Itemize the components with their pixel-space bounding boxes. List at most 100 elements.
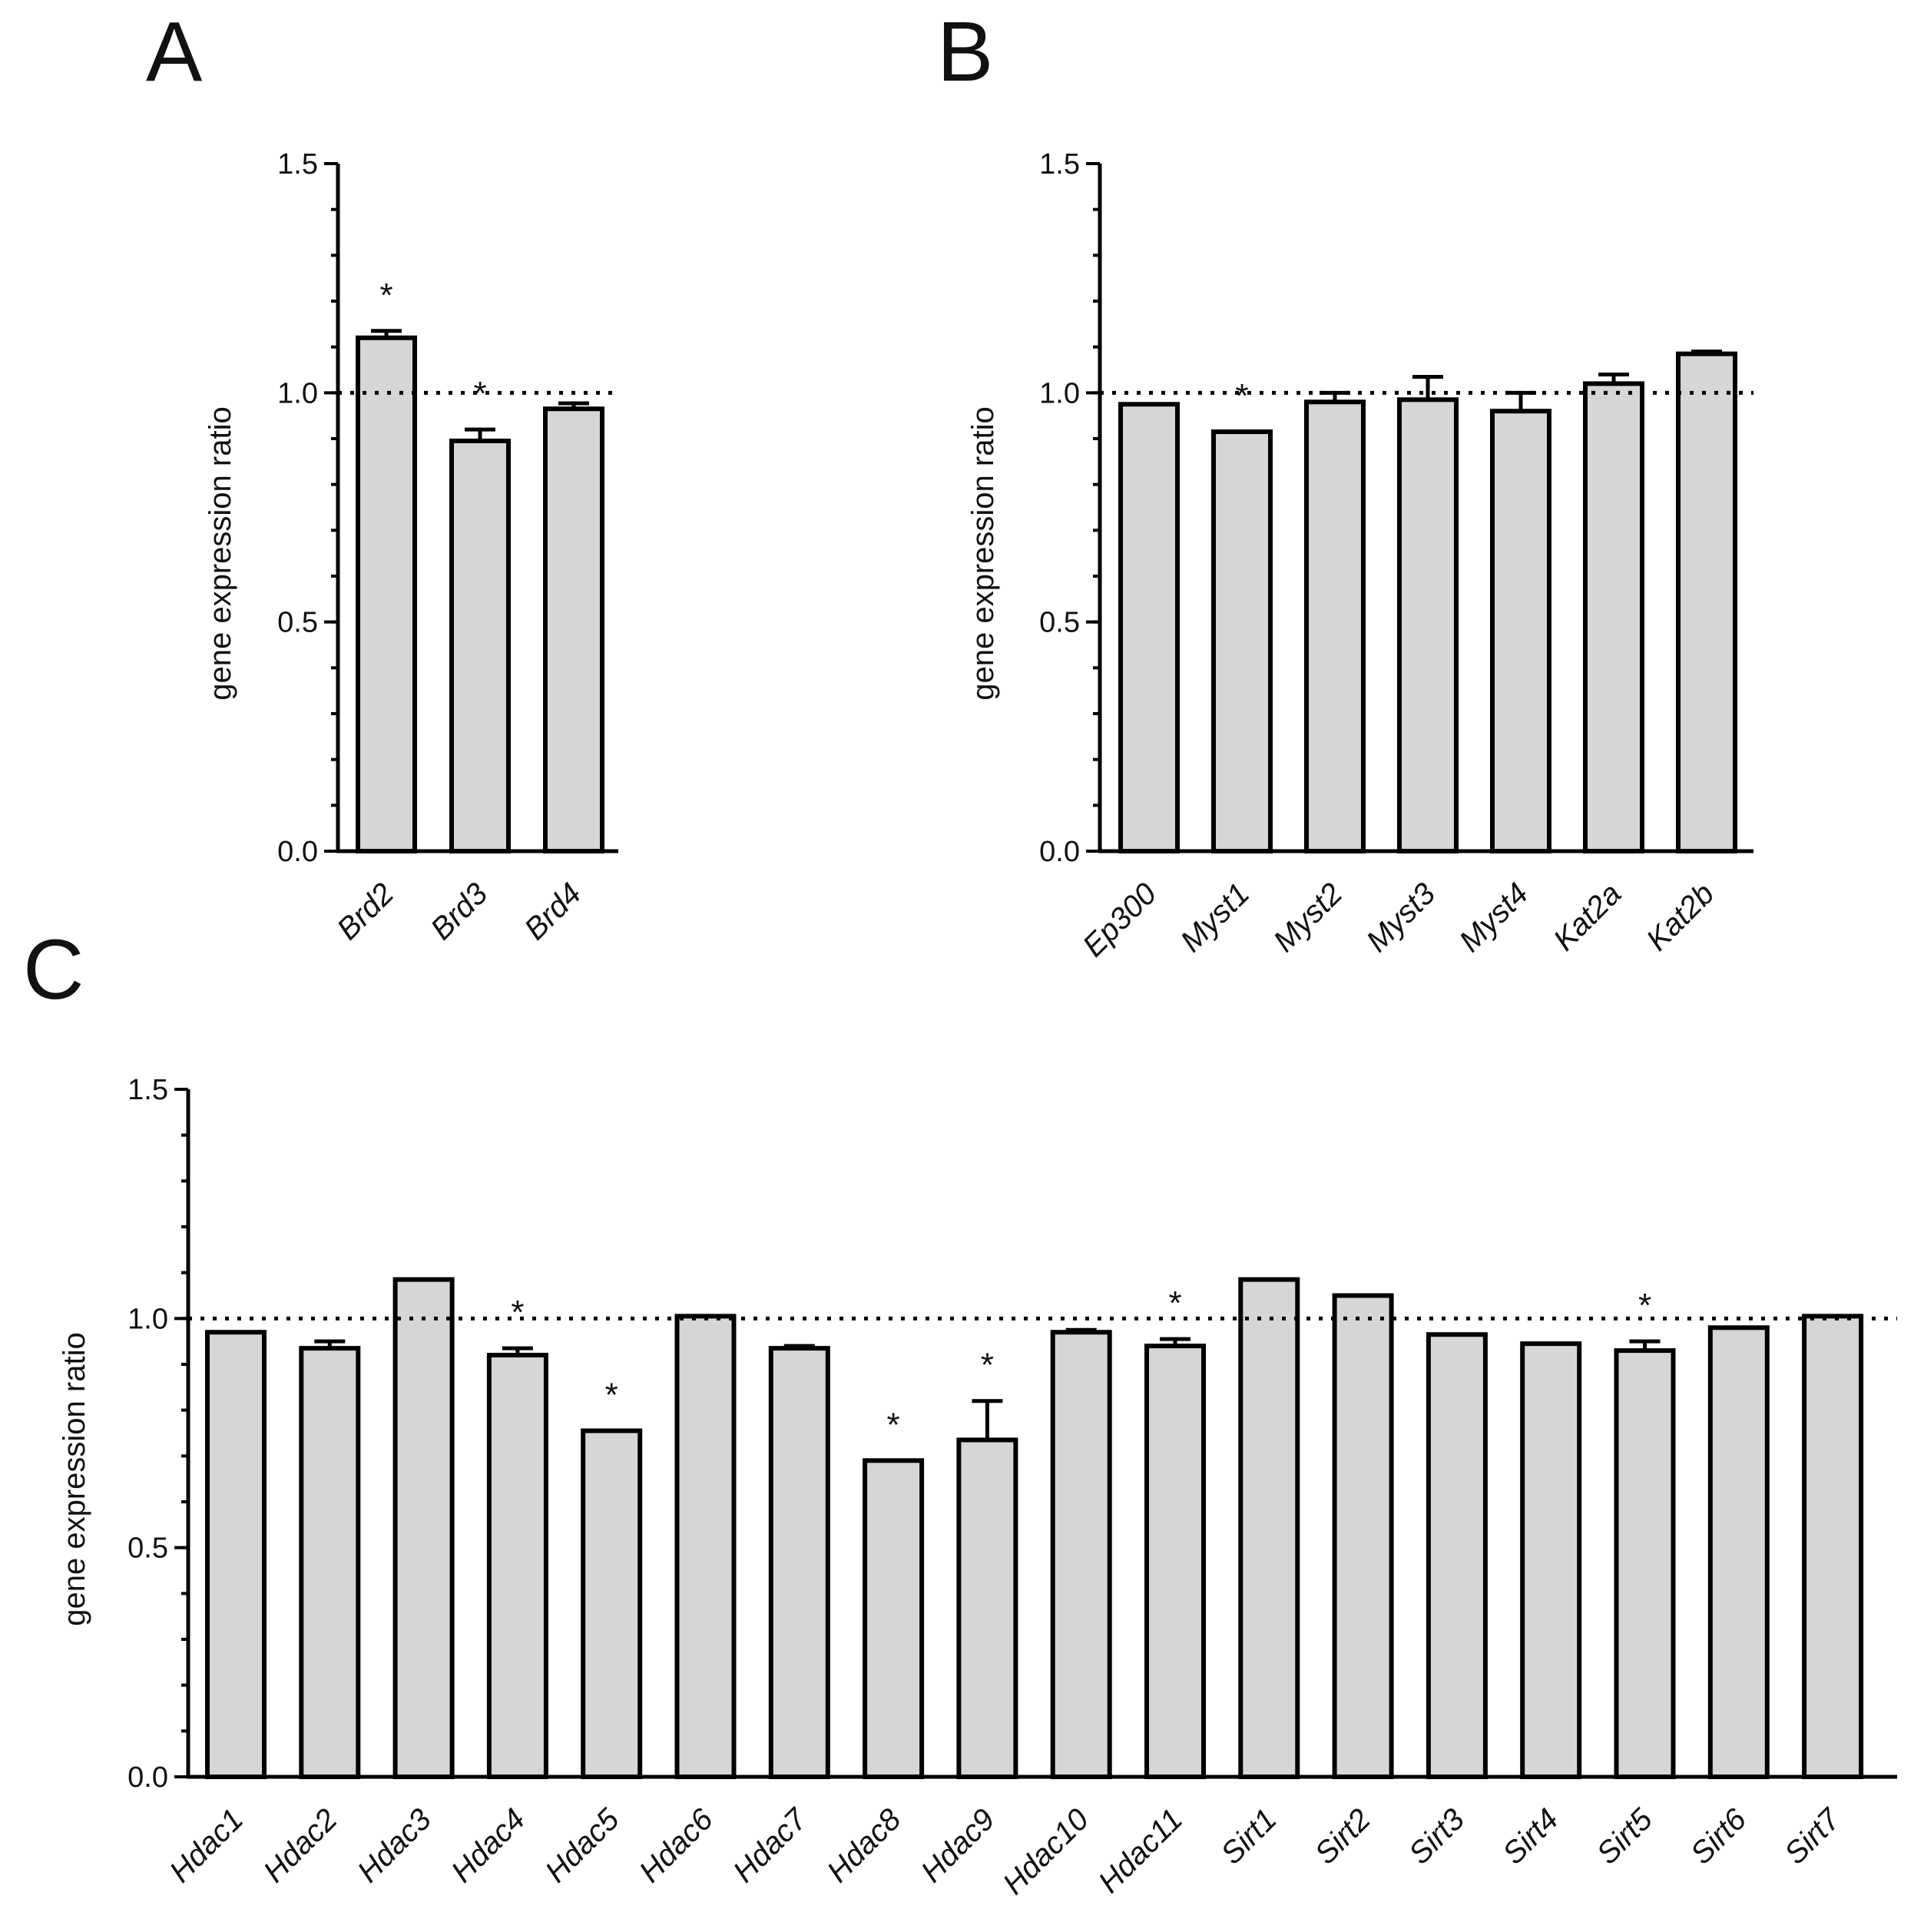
error-bar-brd4 bbox=[558, 401, 589, 409]
category-label-hdac9: Hdac9 bbox=[915, 1802, 1002, 1889]
error-bar-kat2a bbox=[1598, 372, 1629, 384]
error-bar-myst4 bbox=[1505, 390, 1536, 412]
bar-myst4 bbox=[1490, 409, 1551, 853]
category-label-hdac6: Hdac6 bbox=[633, 1802, 720, 1889]
y-tick-label: 0.0 bbox=[277, 836, 318, 868]
bar-myst2 bbox=[1304, 399, 1366, 853]
bar-hdac2 bbox=[299, 1346, 361, 1780]
category-label-brd4: Brd4 bbox=[518, 877, 588, 946]
bar-brd2 bbox=[356, 335, 417, 853]
error-bar-brd3 bbox=[465, 427, 495, 441]
y-tick-label: 0.5 bbox=[277, 607, 318, 639]
error-bar-hdac7 bbox=[783, 1344, 815, 1349]
category-label-hdac4: Hdac4 bbox=[445, 1802, 532, 1889]
category-label-hdac7: Hdac7 bbox=[727, 1801, 814, 1889]
y-tick-label: 1.5 bbox=[1039, 148, 1080, 181]
bar-sirt5 bbox=[1614, 1348, 1676, 1779]
y-tick-label: 1.0 bbox=[127, 1303, 168, 1335]
error-bar-hdac2 bbox=[314, 1339, 346, 1349]
error-bar-hdac9 bbox=[972, 1399, 1003, 1440]
category-label-myst3: Myst3 bbox=[1360, 877, 1442, 959]
category-label-kat2a: Kat2a bbox=[1547, 877, 1628, 957]
category-label-hdac5: Hdac5 bbox=[539, 1802, 626, 1889]
error-bar-brd2 bbox=[371, 329, 402, 338]
category-label-hdac1: Hdac1 bbox=[163, 1802, 250, 1889]
bar-ep300 bbox=[1118, 402, 1180, 853]
bar-kat2b bbox=[1676, 351, 1737, 854]
error-bar-kat2b bbox=[1691, 350, 1722, 354]
category-label-brd2: Brd2 bbox=[331, 877, 401, 946]
bar-hdac1 bbox=[205, 1330, 267, 1779]
category-label-hdac3: Hdac3 bbox=[351, 1802, 438, 1889]
category-label-hdac2: Hdac2 bbox=[257, 1802, 344, 1889]
category-label-sirt7: Sirt7 bbox=[1778, 1801, 1848, 1871]
category-label-sirt5: Sirt5 bbox=[1591, 1802, 1660, 1871]
panel-b-chart: B 0.0 0.5 1.0 1.5 gene expression ratio Ep300 *… bbox=[937, 5, 1753, 963]
y-tick-label: 1.0 bbox=[1039, 377, 1080, 409]
panel-a-chart: A 0.0 0.5 1.0 1.5 gene expression ratio * Brd2 *… bbox=[146, 5, 618, 946]
bar-sirt4 bbox=[1520, 1341, 1582, 1779]
bar-myst1 bbox=[1211, 429, 1273, 853]
y-tick-label: 1.5 bbox=[277, 148, 318, 181]
y-axis-title: gene expression ratio bbox=[58, 1332, 91, 1625]
category-label-myst1: Myst1 bbox=[1174, 877, 1257, 959]
bar-hdac9 bbox=[956, 1437, 1018, 1779]
category-label-sirt3: Sirt3 bbox=[1402, 1802, 1471, 1871]
error-bar-sirt5 bbox=[1629, 1339, 1661, 1351]
bar-hdac5 bbox=[581, 1428, 643, 1780]
bar-hdac3 bbox=[392, 1277, 455, 1780]
category-label-hdac11: Hdac11 bbox=[1092, 1802, 1190, 1900]
error-bar-hdac10 bbox=[1065, 1327, 1097, 1333]
bar-sirt1 bbox=[1238, 1277, 1300, 1780]
bar-hdac6 bbox=[674, 1314, 737, 1779]
y-tick-label: 0.5 bbox=[1039, 607, 1080, 639]
category-label-hdac8: Hdac8 bbox=[821, 1802, 908, 1889]
significance-marker-hdac5: * bbox=[605, 1377, 618, 1414]
bar-hdac4 bbox=[486, 1353, 548, 1779]
y-axis-title: gene expression ratio bbox=[966, 406, 1000, 700]
bar-sirt2 bbox=[1332, 1293, 1394, 1779]
y-tick-label: 0.0 bbox=[1039, 836, 1080, 868]
bar-hdac10 bbox=[1050, 1330, 1112, 1779]
category-label-sirt2: Sirt2 bbox=[1309, 1802, 1377, 1871]
significance-marker-myst1: * bbox=[1235, 377, 1248, 415]
bar-hdac7 bbox=[768, 1346, 830, 1780]
bar-myst3 bbox=[1397, 397, 1459, 853]
y-tick-label: 1.0 bbox=[277, 377, 318, 409]
error-bar-hdac4 bbox=[502, 1346, 533, 1356]
category-label-ep300: Ep300 bbox=[1076, 877, 1163, 963]
significance-marker-brd2: * bbox=[379, 277, 392, 314]
category-label-brd3: Brd3 bbox=[425, 877, 495, 946]
category-label-myst2: Myst2 bbox=[1267, 877, 1349, 959]
category-label-myst4: Myst4 bbox=[1453, 877, 1535, 959]
bar-brd3 bbox=[449, 438, 511, 853]
panel-label-a: A bbox=[146, 5, 203, 99]
category-label-hdac10: Hdac10 bbox=[996, 1802, 1095, 1901]
bar-hdac11 bbox=[1144, 1344, 1206, 1779]
bar-sirt3 bbox=[1426, 1332, 1488, 1779]
error-bar-hdac11 bbox=[1160, 1337, 1190, 1347]
significance-marker-hdac11: * bbox=[1168, 1284, 1181, 1322]
error-bar-myst3 bbox=[1412, 374, 1443, 400]
category-label-sirt1: Sirt1 bbox=[1214, 1802, 1283, 1871]
y-tick-label: 0.5 bbox=[127, 1533, 168, 1565]
panel-label-b: B bbox=[937, 5, 993, 99]
category-label-sirt6: Sirt6 bbox=[1684, 1802, 1753, 1871]
significance-marker-sirt5: * bbox=[1638, 1287, 1651, 1324]
bar-brd4 bbox=[543, 406, 604, 853]
significance-marker-brd3: * bbox=[473, 375, 486, 413]
y-tick-label: 0.0 bbox=[127, 1761, 168, 1794]
significance-marker-hdac8: * bbox=[887, 1406, 900, 1443]
category-label-sirt4: Sirt4 bbox=[1496, 1802, 1565, 1871]
y-tick-label: 1.5 bbox=[127, 1074, 168, 1106]
significance-marker-hdac9: * bbox=[981, 1347, 994, 1384]
category-label-kat2b: Kat2b bbox=[1640, 877, 1720, 957]
significance-marker-hdac4: * bbox=[511, 1294, 524, 1331]
bar-sirt7 bbox=[1802, 1314, 1864, 1779]
bar-sirt6 bbox=[1707, 1325, 1770, 1780]
bar-kat2a bbox=[1583, 381, 1644, 853]
bar-hdac8 bbox=[863, 1458, 925, 1780]
y-axis-title: gene expression ratio bbox=[204, 406, 237, 700]
